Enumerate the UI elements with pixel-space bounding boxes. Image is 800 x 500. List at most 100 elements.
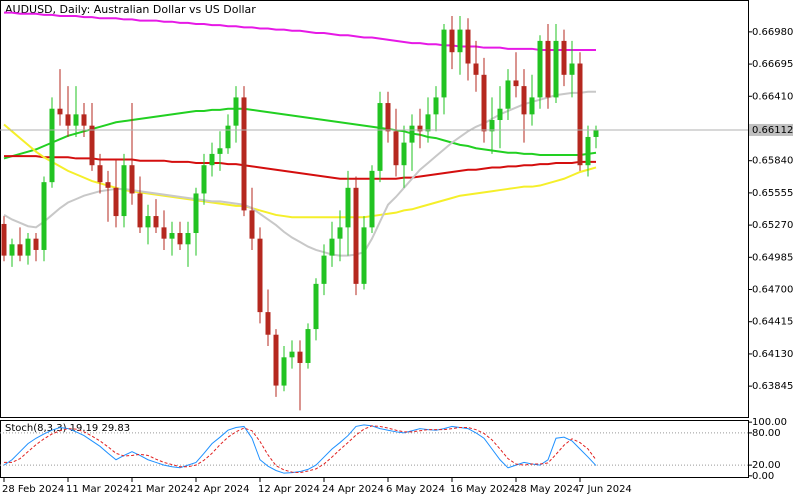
candle-body (553, 40, 559, 98)
chart-title: AUDUSD, Daily: Australian Dollar vs US D… (5, 3, 256, 16)
candle-body (409, 125, 415, 143)
candle-body (81, 114, 87, 126)
x-tick-label: 21 Mar 2024 (130, 484, 193, 495)
y-tick-label: 0.65840 (752, 156, 793, 167)
candle-body (273, 334, 279, 386)
candle-body (321, 255, 327, 284)
x-tick-label: 28 May 2024 (514, 484, 579, 495)
candle-body (585, 136, 591, 166)
candle-body (401, 142, 407, 166)
candle-body (217, 148, 223, 154)
stoch-tick-label: 80.00 (752, 428, 781, 439)
candle-body (201, 165, 207, 194)
candle-body (489, 120, 495, 132)
candle-body (481, 74, 487, 132)
y-tick-label: 0.66695 (752, 59, 793, 70)
candle-body (353, 187, 359, 284)
current-price-label: 0.66112 (752, 125, 793, 136)
y-tick-label: 0.64985 (752, 252, 793, 263)
candle-body (425, 114, 431, 132)
candle-body (169, 233, 175, 239)
candle-body (305, 329, 311, 363)
x-tick-label: 6 May 2024 (386, 484, 445, 495)
candle-body (529, 97, 535, 115)
candle-body (105, 182, 111, 188)
candle-body (257, 238, 263, 313)
y-tick-label: 0.63845 (752, 381, 793, 392)
candle-body (9, 244, 15, 256)
candle-body (65, 114, 71, 126)
stoch-tick-label: 100.00 (752, 417, 787, 428)
candle-body (185, 233, 191, 245)
x-tick-label: 11 Mar 2024 (66, 484, 129, 495)
x-tick-label: 2 Apr 2024 (194, 484, 249, 495)
candle-body (497, 108, 503, 121)
candle-body (177, 233, 183, 245)
candle-body (505, 80, 511, 109)
candle-body (577, 63, 583, 166)
candle-body (393, 131, 399, 166)
x-tick-label: 28 Feb 2024 (2, 484, 64, 495)
candle-body (345, 187, 351, 228)
moving-average-line (4, 155, 596, 180)
candle-body (121, 165, 127, 217)
candle-body (49, 108, 55, 183)
candle-body (297, 351, 303, 363)
moving-average-line (3, 90, 596, 257)
y-tick-label: 0.66410 (752, 91, 793, 102)
main-frame (0, 0, 749, 418)
candle-body (361, 227, 367, 284)
candle-body (465, 29, 471, 64)
candle-body (265, 312, 271, 335)
candle-body (97, 165, 103, 183)
candle-body (449, 29, 455, 53)
candle-body (241, 97, 247, 211)
candle-body (73, 114, 79, 126)
candle-body (225, 125, 231, 149)
candle-body (145, 216, 151, 228)
candle-body (137, 193, 143, 228)
candle-body (153, 216, 159, 228)
y-tick-label: 0.66980 (752, 27, 793, 38)
candle-body (457, 29, 463, 53)
stoch-tick-label: 0.00 (752, 471, 774, 482)
candle-body (369, 170, 375, 228)
candle-body (89, 125, 95, 166)
candle-body (41, 182, 47, 250)
candle-body (561, 40, 567, 75)
current-price-box (749, 123, 793, 136)
candle-body (33, 238, 39, 250)
stoch-frame (0, 420, 749, 478)
candle-body (289, 351, 295, 358)
y-tick-label: 0.64700 (752, 285, 793, 296)
candle-body (433, 97, 439, 115)
candle-body (161, 227, 167, 239)
moving-average-line (3, 107, 597, 160)
candle-body (233, 97, 239, 126)
candle-body (129, 165, 135, 194)
stoch-tick-label: 20.00 (752, 460, 781, 471)
candle-body (1, 223, 7, 256)
x-tick-label: 7 Jun 2024 (578, 484, 632, 495)
candle-body (17, 244, 23, 256)
candle-body (249, 210, 255, 239)
candle-body (593, 130, 599, 137)
candle-body (385, 103, 391, 132)
candle-body (537, 40, 543, 98)
y-tick-label: 0.64130 (752, 349, 793, 360)
candle-body (513, 80, 519, 87)
stoch-d-line (4, 425, 597, 474)
candle-body (57, 108, 63, 115)
y-tick-label: 0.65270 (752, 220, 793, 231)
candle-body (473, 63, 479, 75)
y-tick-label: 0.65555 (752, 188, 793, 199)
x-tick-label: 24 Apr 2024 (322, 484, 384, 495)
candle-body (521, 86, 527, 115)
candle-body (417, 125, 423, 132)
stoch-k-line (3, 424, 597, 474)
candle-body (329, 238, 335, 256)
candle-body (25, 238, 31, 256)
x-tick-label: 16 May 2024 (450, 484, 515, 495)
